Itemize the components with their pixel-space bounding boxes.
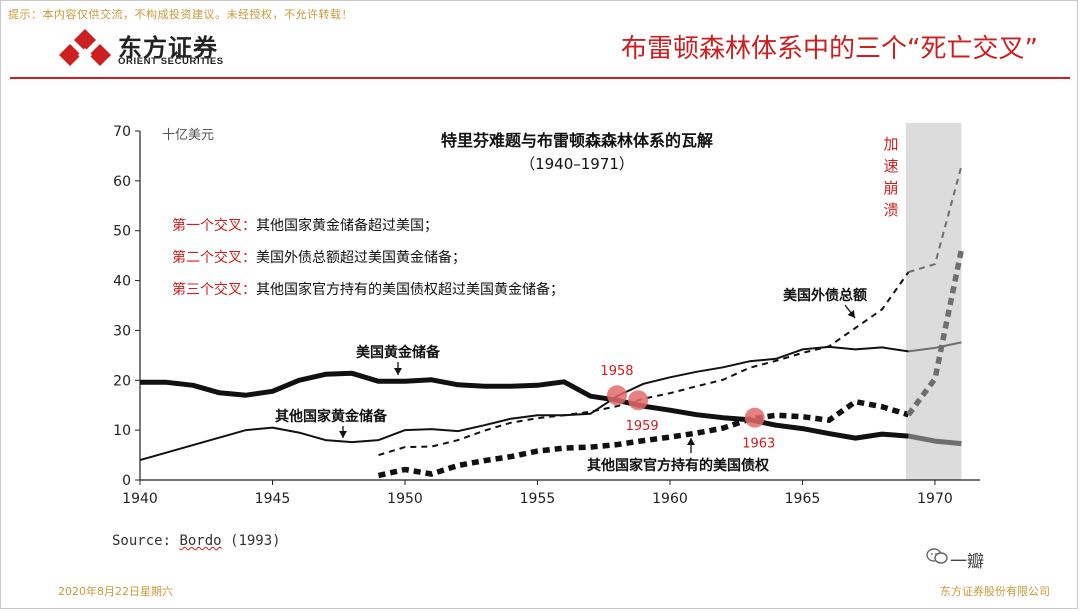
crossing-marker-1959	[628, 390, 649, 411]
collapse-label-char: 崩	[883, 179, 898, 197]
y-axis-unit: 十亿美元	[162, 128, 214, 143]
series-line-3-collapse	[906, 248, 965, 417]
y-tick-label: 10	[113, 423, 131, 439]
source-suffix: (1993)	[221, 533, 281, 549]
annotation-body: 美国外债总额超过美国黄金储备；	[256, 249, 466, 266]
x-tick-label: 1960	[652, 491, 688, 507]
series-line-1	[139, 345, 909, 462]
series-line-0	[140, 370, 909, 441]
series-line-3	[377, 398, 910, 479]
title-divider	[10, 77, 1070, 79]
chart-title: 特里芬难题与布雷顿森森林体系的瓦解	[441, 131, 713, 150]
annotation-prefix: 第三个交叉：	[172, 281, 256, 298]
series-line-0-collapse	[908, 433, 962, 447]
x-tick-label: 1955	[520, 491, 556, 507]
watermark-text: 一瓣	[950, 552, 984, 572]
annotation-3: 第三个交叉：其他国家官方持有的美国债权超过美国黄金储备；	[172, 281, 564, 298]
footer-company: 东方证券股份有限公司	[940, 585, 1050, 598]
orient-logo-icon	[59, 29, 111, 66]
annotation-body: 其他国家官方持有的美国债权超过美国黄金储备；	[256, 281, 564, 298]
collapse-label-char: 溃	[883, 201, 898, 219]
logo-chinese-name: 东方证券	[118, 34, 218, 62]
annotation-prefix: 第二个交叉：	[172, 249, 256, 266]
series-label-1: 其他国家黄金储备	[275, 408, 388, 425]
series-label-arrowhead-2	[847, 310, 855, 318]
crossing-label-1958: 1958	[600, 364, 633, 379]
series-label-arrowhead-3	[687, 438, 695, 445]
y-tick-label: 50	[113, 224, 131, 240]
series-label-arrowhead-0	[394, 368, 402, 375]
x-tick-label: 1970	[917, 491, 953, 507]
annotation-1: 第一个交叉：其他国家黄金储备超过美国；	[172, 217, 438, 234]
crossing-marker-1963	[744, 407, 765, 428]
crossing-label-1963: 1963	[742, 437, 775, 452]
series-line-2	[378, 271, 910, 457]
collapse-label-char: 加	[883, 135, 898, 153]
orient-securities-logo: 东方证券 ORIENT SECURITIES	[56, 28, 256, 68]
series-label-2: 美国外债总额	[783, 287, 867, 304]
annotation-prefix: 第一个交叉：	[172, 217, 256, 234]
y-tick-label: 30	[113, 323, 131, 339]
x-tick-label: 1950	[387, 491, 423, 507]
slide-title: 布雷顿森林体系中的三个“死亡交叉”	[621, 34, 1038, 64]
series-label-arrowhead-1	[339, 431, 347, 438]
collapse-label-char: 速	[883, 157, 898, 175]
y-tick-label: 40	[113, 274, 131, 290]
logo-english-name: ORIENT SECURITIES	[118, 56, 224, 67]
source-author: Bordo	[179, 533, 222, 549]
crossing-label-1959: 1959	[626, 419, 659, 434]
y-tick-label: 0	[122, 473, 131, 489]
annotation-2: 第二个交叉：美国外债总额超过美国黄金储备；	[172, 249, 466, 266]
source-prefix: Source:	[112, 533, 180, 549]
y-tick-label: 60	[113, 174, 131, 190]
footer-date: 2020年8月22日星期六	[58, 585, 173, 598]
series-line-1-collapse	[908, 341, 962, 353]
y-tick-label: 20	[113, 373, 131, 389]
x-tick-label: 1940	[122, 491, 158, 507]
x-tick-label: 1945	[255, 491, 291, 507]
series-label-3: 其他国家官方持有的美国债权	[587, 457, 770, 474]
wechat-icon	[926, 548, 948, 564]
annotation-body: 其他国家黄金储备超过美国；	[256, 217, 438, 234]
disclaimer: 提示：本内容仅供交流，不构成投资建议。未经授权，不允许转载！	[8, 8, 353, 21]
y-tick-label: 70	[113, 124, 131, 140]
source-note: Source: Bordo (1993)	[112, 533, 281, 549]
crossing-marker-1958	[606, 385, 627, 406]
x-tick-label: 1965	[785, 491, 821, 507]
series-label-0: 美国黄金储备	[356, 344, 441, 361]
chart-subtitle: （1940–1971）	[520, 155, 634, 173]
series-line-2-collapse	[908, 165, 963, 274]
